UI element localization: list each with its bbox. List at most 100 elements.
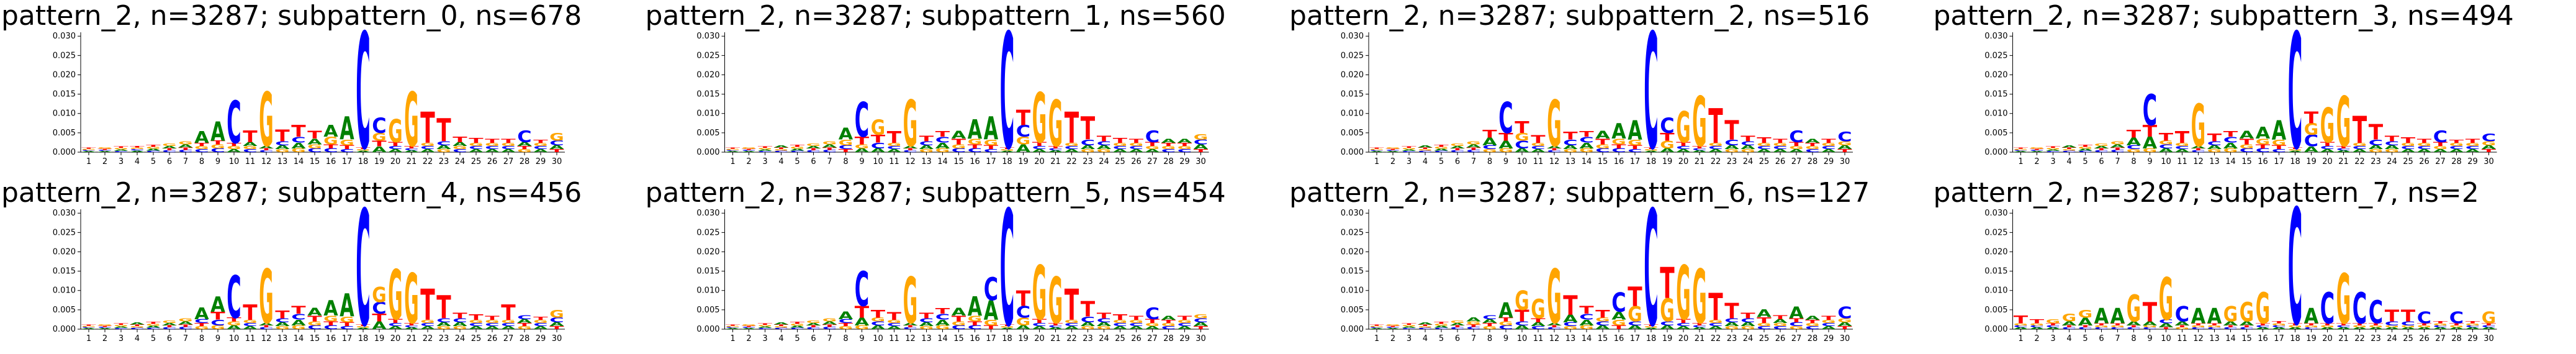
logo-glyph: A: [178, 321, 195, 326]
logo-glyph: T: [1032, 142, 1047, 148]
logo-glyph: G: [1741, 148, 1756, 153]
x-tick-label: 8: [2131, 334, 2136, 343]
logo-glyph: C: [919, 318, 934, 324]
x-tick-label: 19: [1018, 334, 1029, 343]
logo-glyph: A: [1434, 148, 1451, 152]
x-tick-label: 26: [487, 334, 498, 343]
logo-glyph: C: [114, 150, 129, 153]
logo-glyph: T: [1741, 312, 1755, 321]
x-tick-label: 29: [1179, 157, 1190, 166]
x-tick-label: 29: [1824, 157, 1834, 166]
logo-glyph: C: [2320, 145, 2335, 150]
logo-glyph: T: [742, 148, 759, 150]
x-tick-label: 19: [1018, 157, 1029, 166]
logo-glyph: G: [1000, 326, 1016, 329]
logo-glyph: A: [2014, 327, 2031, 330]
logo-glyph: C: [855, 93, 869, 148]
x-tick-label: 1: [1374, 157, 1379, 166]
logo-glyph: A: [1789, 148, 1806, 153]
logo-glyph: T: [2207, 132, 2222, 145]
logo-glyph: T: [146, 144, 161, 148]
logo-glyph: C: [742, 326, 757, 329]
logo-glyph: A: [2127, 136, 2142, 148]
logo-glyph: T: [356, 147, 374, 150]
logo-glyph: G: [469, 319, 484, 324]
x-tick-label: 15: [2241, 157, 2252, 166]
x-tick-label: 9: [2147, 157, 2152, 166]
x-tick-label: 23: [1727, 334, 1737, 343]
x-tick-label: 22: [2354, 157, 2365, 166]
logo-glyph: T: [2110, 147, 2127, 151]
logo-glyph: A: [774, 322, 791, 326]
logo-glyph: A: [2320, 327, 2338, 330]
logo-glyph: A: [404, 327, 421, 330]
logo-glyph: G: [1498, 321, 1513, 327]
x-tick-label: 14: [294, 157, 304, 166]
x-tick-label: 16: [970, 157, 980, 166]
logo-glyph: T: [1048, 146, 1065, 150]
logo-glyph: C: [1805, 148, 1819, 153]
logo-glyph: A: [2062, 321, 2078, 327]
logo-glyph: T: [1644, 324, 1662, 327]
logo-glyph: C: [726, 326, 741, 329]
logo-glyph: A: [1145, 148, 1162, 153]
x-tick-label: 21: [407, 334, 417, 343]
x-tick-label: 26: [1131, 157, 1142, 166]
logo-glyph: A: [194, 305, 209, 324]
logo-glyph: A: [501, 325, 518, 330]
y-tick-label: 0.005: [1984, 306, 2007, 315]
logo-glyph: G: [1595, 317, 1610, 324]
logo-glyph: T: [517, 322, 533, 327]
logo-glyph: C: [1000, 178, 1014, 354]
x-tick-label: 26: [1775, 334, 1786, 343]
logo-glyph: A: [1563, 145, 1578, 151]
x-tick-label: 7: [2115, 334, 2120, 343]
x-tick-label: 14: [937, 157, 948, 166]
logo-glyph: G: [1065, 142, 1080, 147]
logo-glyph: G: [1789, 325, 1804, 330]
logo-glyph: A: [2449, 327, 2467, 330]
logo-glyph: A: [1178, 325, 1194, 330]
logo-glyph: T: [210, 140, 225, 147]
logo-glyph: T: [839, 322, 854, 327]
logo-glyph: C: [822, 150, 838, 153]
x-tick-label: 7: [827, 157, 832, 166]
logo-glyph: G: [1065, 319, 1080, 324]
logo-glyph: G: [243, 145, 258, 150]
x-tick-label: 21: [2338, 334, 2349, 343]
logo-glyph: A: [806, 146, 821, 150]
logo-glyph: A: [1385, 327, 1400, 330]
x-tick-label: 2: [1390, 157, 1395, 166]
x-tick-label: 24: [1743, 157, 1754, 166]
logo-glyph: C: [1515, 321, 1529, 327]
logo-glyph: T: [404, 323, 421, 327]
logo-glyph: G: [81, 148, 96, 150]
logo-glyph: C: [436, 318, 451, 324]
logo-glyph: A: [243, 142, 258, 148]
logo-glyph: G: [2449, 325, 2466, 329]
logo-glyph: T: [1178, 142, 1193, 147]
logo-glyph: C: [1418, 327, 1435, 330]
logo-glyph: G: [2062, 312, 2076, 325]
x-tick-label: 22: [1066, 157, 1077, 166]
y-tick-label: 0.010: [53, 286, 76, 296]
x-tick-label: 8: [843, 334, 848, 343]
logo-glyph: T: [1708, 286, 1723, 329]
logo-glyph: A: [2256, 124, 2271, 143]
x-tick-label: 12: [2193, 334, 2204, 343]
logo-glyph: G: [1450, 143, 1464, 147]
logo-glyph: C: [2207, 327, 2222, 330]
logo-panel: pattern_2, n=3287; subpattern_4, ns=4560…: [1, 177, 582, 354]
logo-glyph: A: [2143, 134, 2158, 153]
y-tick-label: 0.020: [1984, 247, 2007, 256]
logo-glyph: G: [919, 325, 935, 330]
logo-glyph: G: [275, 325, 290, 330]
logo-glyph: C: [194, 148, 209, 153]
x-tick-label: 27: [503, 157, 514, 166]
x-tick-label: 12: [1549, 157, 1560, 166]
logo-glyph: A: [1789, 304, 1804, 323]
logo-glyph: G: [210, 144, 225, 150]
logo-glyph: A: [2482, 327, 2499, 330]
y-tick-label: 0.000: [696, 325, 719, 334]
x-tick-label: 4: [1423, 334, 1428, 343]
